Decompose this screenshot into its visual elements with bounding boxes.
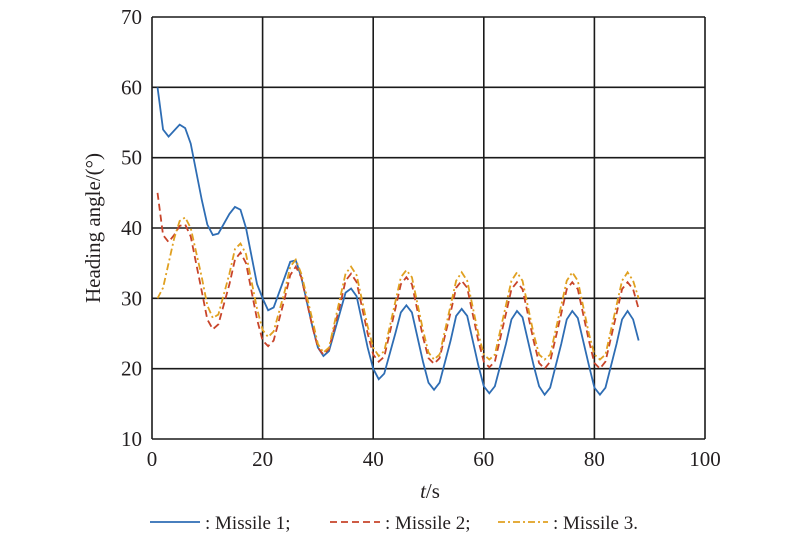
y-tick-label: 70 [121,5,142,29]
y-tick-labels: 10 20 30 40 50 60 70 [121,5,142,451]
legend: : Missile 1; : Missile 2; : Missile 3. [150,513,638,534]
x-tick-labels: 0 20 40 60 80 100 [147,447,721,471]
y-tick-label: 40 [121,216,142,240]
y-tick-label: 20 [121,357,142,381]
grid [151,16,706,440]
y-tick-label: 10 [121,427,142,451]
x-axis-label-unit: /s [426,479,440,503]
x-tick-label: 100 [689,447,721,471]
x-tick-label: 0 [147,447,158,471]
x-tick-label: 20 [252,447,273,471]
series-line-2 [156,192,640,371]
y-tick-label: 60 [121,75,142,99]
series-line-1 [156,87,640,397]
series-line-3 [156,216,640,361]
y-tick-label: 50 [121,146,142,170]
x-tick-label: 40 [363,447,384,471]
x-axis-label: t/s [420,479,440,503]
legend-label-1: : Missile 1; [205,513,291,534]
x-axis-label-var: t [420,479,427,503]
legend-label-2: : Missile 2; [385,513,471,534]
y-axis-label: Heading angle/(°) [81,153,105,303]
y-tick-label: 30 [121,286,142,310]
x-tick-label: 60 [473,447,494,471]
series-lines [156,87,640,397]
x-tick-label: 80 [584,447,605,471]
legend-label-3: : Missile 3. [553,513,638,534]
